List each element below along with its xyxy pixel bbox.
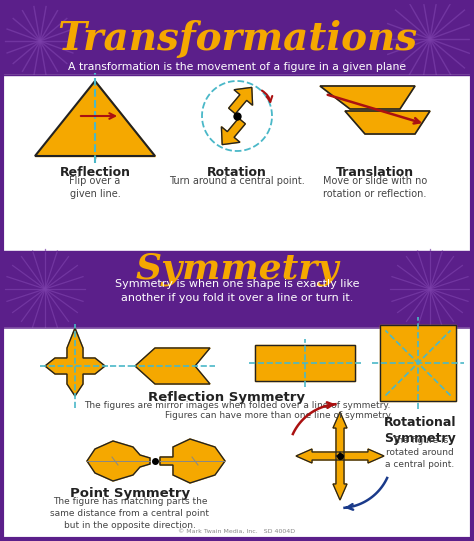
Polygon shape	[320, 86, 415, 109]
Polygon shape	[135, 348, 210, 384]
Text: Symmetry: Symmetry	[135, 252, 339, 286]
Text: © Mark Twain Media, Inc.   SD 4004D: © Mark Twain Media, Inc. SD 4004D	[178, 529, 296, 534]
Polygon shape	[340, 449, 384, 463]
Bar	[380, 325, 456, 401]
Polygon shape	[87, 441, 150, 481]
Text: A transformation is the movement of a figure in a given plane: A transformation is the movement of a fi…	[68, 62, 406, 72]
Text: The figure is
rotated around
a central point.: The figure is rotated around a central p…	[385, 436, 455, 469]
Polygon shape	[296, 449, 340, 463]
Bar	[2, 328, 472, 539]
Polygon shape	[333, 456, 347, 500]
Bar	[255, 345, 355, 381]
Polygon shape	[160, 439, 225, 483]
Bar	[2, 75, 472, 251]
Text: Transformations: Transformations	[57, 20, 417, 58]
Text: The figures are mirror images when folded over a line of symmetry.: The figures are mirror images when folde…	[84, 401, 390, 410]
Bar	[2, 251, 472, 328]
Polygon shape	[35, 81, 95, 156]
Text: Turn around a central point.: Turn around a central point.	[169, 176, 305, 186]
Polygon shape	[95, 81, 155, 156]
Text: Reflection: Reflection	[60, 166, 130, 179]
Text: Rotational
Symmetry: Rotational Symmetry	[384, 416, 456, 445]
Bar	[255, 345, 355, 381]
Text: Flip over a
given line.: Flip over a given line.	[69, 176, 120, 199]
Text: Figures can have more than one line of symmetry.: Figures can have more than one line of s…	[165, 411, 392, 420]
Text: Reflection Symmetry: Reflection Symmetry	[148, 391, 306, 404]
Text: The figure has matching parts the
same distance from a central point
but in the : The figure has matching parts the same d…	[51, 497, 210, 530]
Polygon shape	[45, 328, 105, 396]
Polygon shape	[221, 118, 246, 144]
Text: Move or slide with no
rotation or reflection.: Move or slide with no rotation or reflec…	[323, 176, 427, 199]
Text: Symmetry is when one shape is exactly like
another if you fold it over a line or: Symmetry is when one shape is exactly li…	[115, 279, 359, 303]
Text: Translation: Translation	[336, 166, 414, 179]
Text: Point Symmetry: Point Symmetry	[70, 487, 190, 500]
Bar	[2, 2, 472, 75]
Text: Rotation: Rotation	[207, 166, 267, 179]
Polygon shape	[345, 111, 430, 134]
Polygon shape	[228, 88, 253, 114]
Bar	[380, 325, 456, 401]
Polygon shape	[333, 412, 347, 456]
